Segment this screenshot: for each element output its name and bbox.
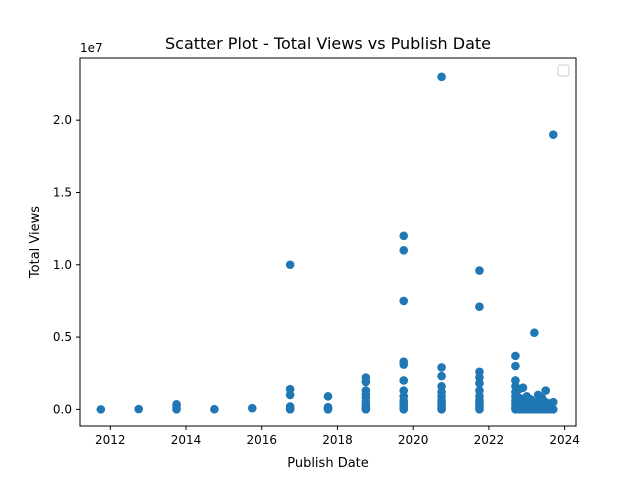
- data-point: [530, 328, 539, 338]
- data-point: [511, 376, 520, 385]
- x-tick-label: 2014: [171, 433, 202, 447]
- x-axis-label: Publish Date: [287, 456, 369, 471]
- data-point: [437, 363, 446, 372]
- x-tick-label: 2024: [549, 433, 580, 447]
- y-axis: 0.0 0.5 1.0 1.5 2.0: [53, 113, 80, 416]
- x-tick-label: 2020: [398, 433, 429, 447]
- data-point: [548, 405, 558, 414]
- data-point: [437, 371, 446, 381]
- y-tick-label: 1.5: [53, 185, 72, 199]
- data-point: [437, 381, 446, 391]
- data-point: [210, 404, 219, 414]
- chart-title: Scatter Plot - Total Views vs Publish Da…: [165, 34, 491, 53]
- y-tick-label: 1.0: [53, 258, 72, 272]
- y-tick-label: 0.5: [53, 330, 72, 344]
- data-point: [285, 384, 295, 394]
- data-point: [399, 246, 409, 255]
- data-point: [172, 400, 181, 409]
- data-point: [475, 367, 484, 377]
- x-tick-label: 2018: [322, 433, 353, 447]
- data-point: [475, 386, 484, 395]
- plot-frame: [79, 57, 577, 427]
- y-tick-label: 0.0: [53, 402, 72, 416]
- data-point: [511, 351, 520, 361]
- data-point: [323, 392, 333, 401]
- data-point: [361, 386, 371, 395]
- legend-box: [557, 64, 570, 77]
- data-point: [323, 402, 333, 412]
- data-point: [399, 231, 409, 241]
- data-point: [518, 383, 528, 392]
- y-offset-label: 1e7: [80, 41, 103, 55]
- y-tick-label: 2.0: [53, 113, 72, 127]
- data-point: [511, 361, 520, 371]
- data-point: [285, 260, 295, 270]
- data-point: [247, 403, 257, 413]
- data-point: [541, 386, 551, 395]
- x-tick-label: 2016: [246, 433, 277, 447]
- data-point: [399, 296, 409, 306]
- x-tick-label: 2022: [474, 433, 505, 447]
- data-point: [475, 302, 484, 312]
- data-point: [548, 130, 558, 139]
- data-point: [475, 266, 484, 275]
- data-point: [399, 376, 409, 385]
- points-layer: [96, 72, 558, 414]
- data-point: [285, 402, 295, 411]
- data-point: [399, 386, 409, 395]
- data-point: [134, 404, 143, 414]
- x-tick-label: 2012: [95, 433, 126, 447]
- data-point: [96, 405, 106, 414]
- data-point: [548, 397, 558, 407]
- data-point: [437, 72, 446, 82]
- y-axis-label: Total Views: [28, 206, 43, 279]
- x-axis: 2012 2014 2016 2018 2020 2022 2024: [95, 426, 580, 447]
- data-point: [399, 357, 409, 366]
- data-point: [361, 373, 371, 382]
